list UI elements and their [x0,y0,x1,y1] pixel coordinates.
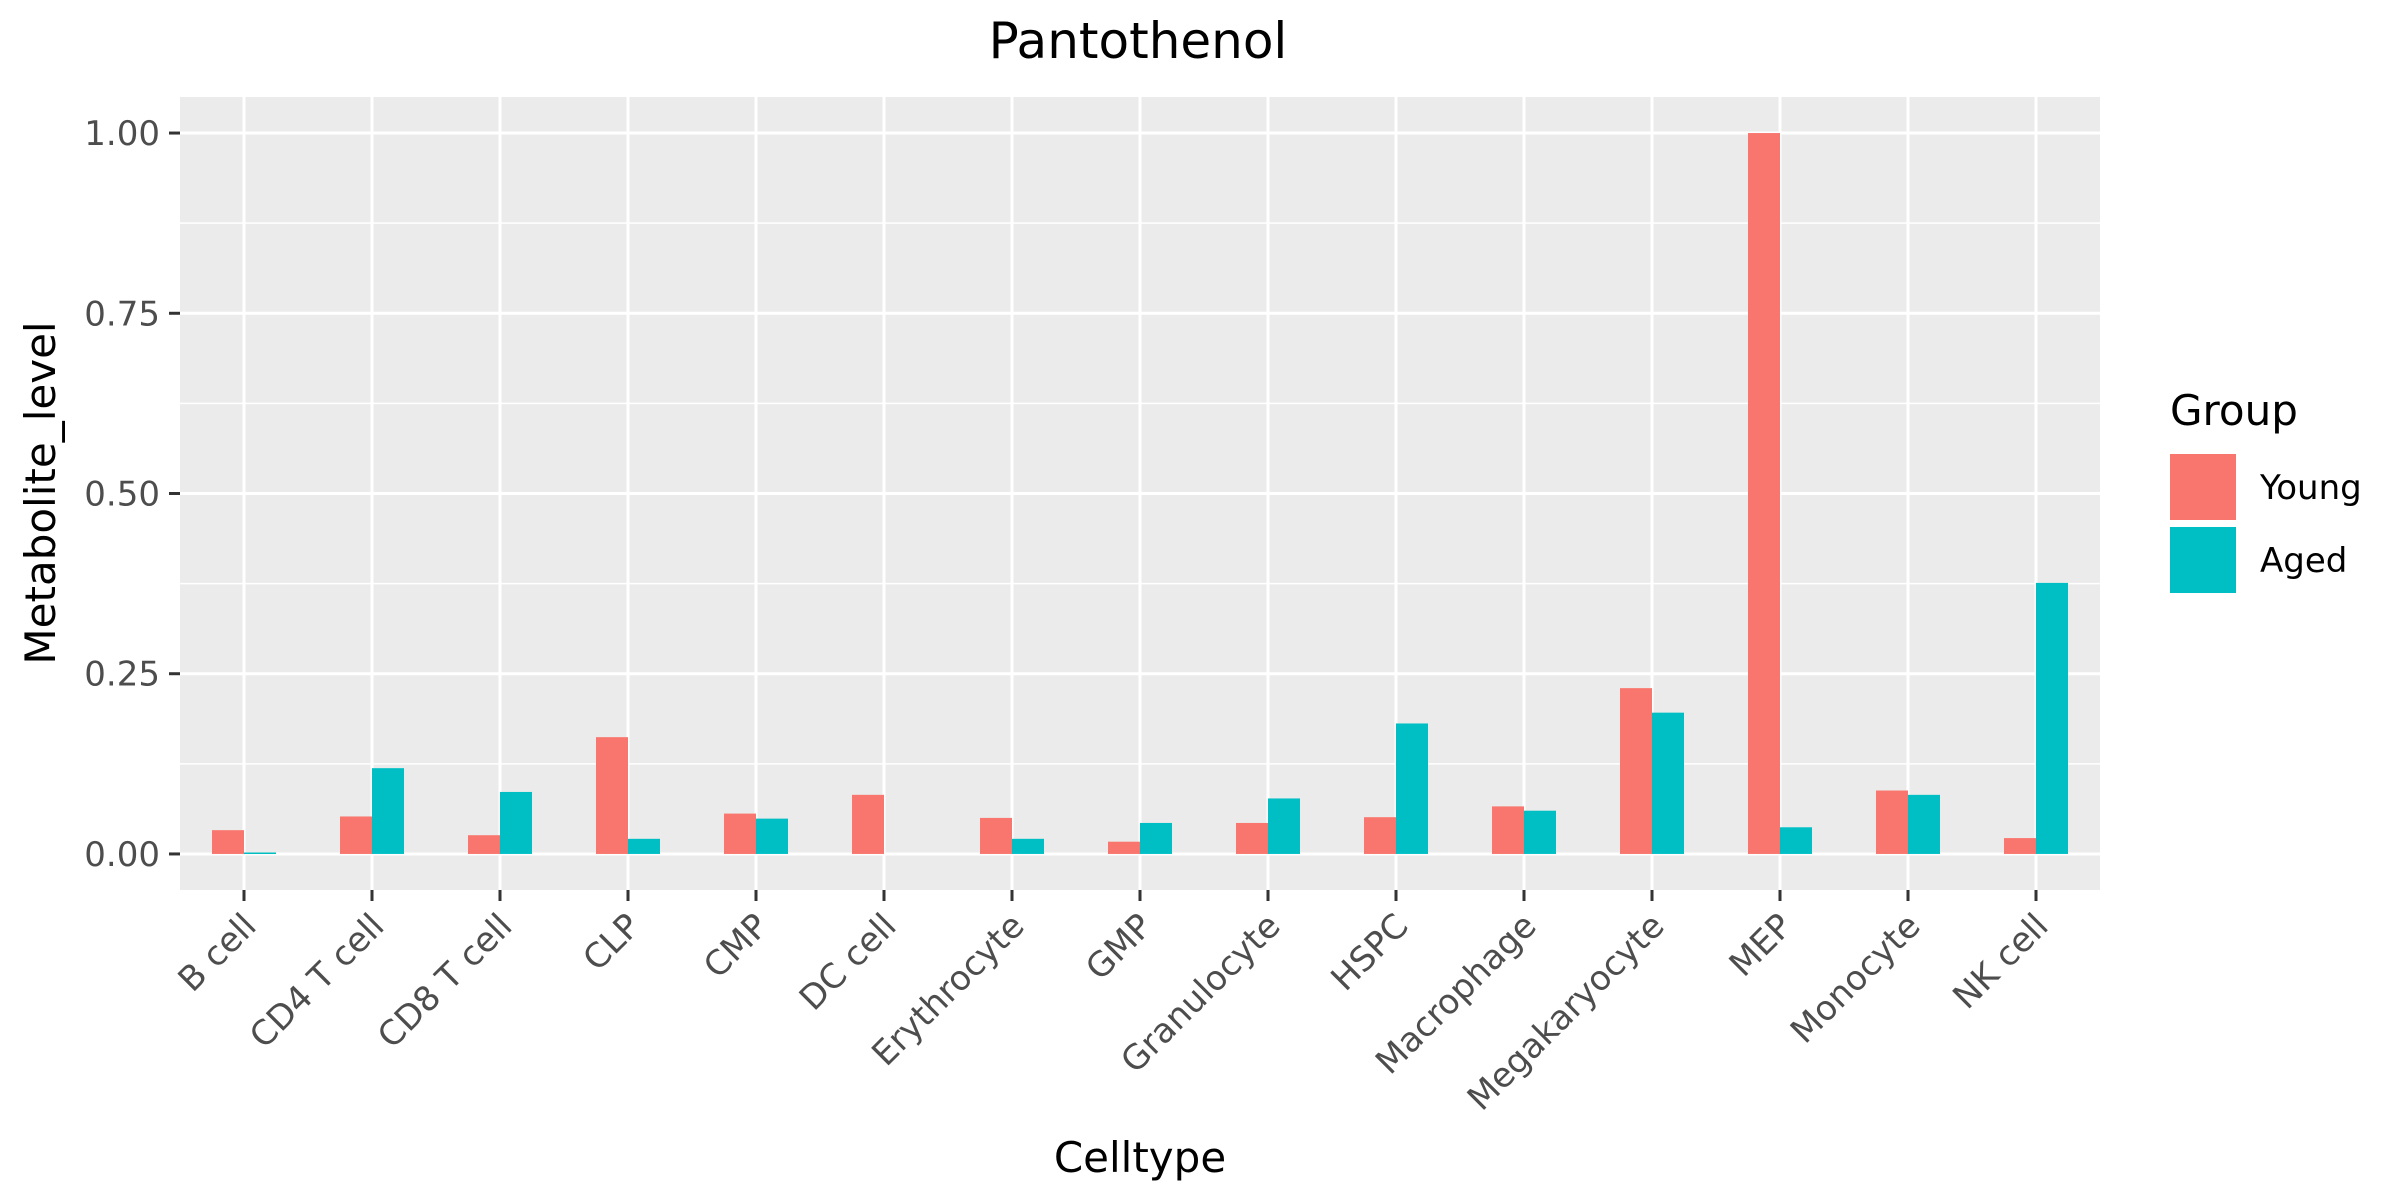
x-tick-label: CD4 T cell [242,906,392,1056]
x-tick-label: CLP [575,906,648,979]
x-tick-label: GMP [1078,906,1160,988]
bar [1908,794,1940,854]
bar [756,818,788,854]
legend-title: Group [2170,386,2298,435]
legend-label: Aged [2260,541,2347,581]
bar [1236,822,1268,854]
bar [1780,827,1812,854]
bars [212,133,2068,855]
legend: Group Young Aged [2170,386,2362,593]
y-tick-label: 0.50 [84,475,160,515]
legend-key [2170,527,2236,593]
x-axis-title: Celltype [1054,1133,1226,1182]
bar [596,737,628,854]
x-tick-label: B cell [171,906,265,1000]
x-tick-label: NK cell [1945,906,2056,1017]
bar [2036,582,2068,854]
bar [1620,688,1652,854]
legend-key [2170,454,2236,520]
legend-label: Young [2259,468,2362,508]
x-tick-label: CD8 T cell [370,906,520,1056]
y-tick-label: 1.00 [84,114,160,154]
bar [980,817,1012,854]
bar [1652,712,1684,854]
y-tick-label: 0.25 [84,655,160,695]
bar [1364,817,1396,854]
bar [468,835,500,854]
bar [1268,798,1300,854]
y-axis-title: Metabolite_level [16,321,65,664]
bar [628,838,660,854]
x-tick-label: HSPC [1323,906,1416,999]
x-tick-label: DC cell [792,906,905,1019]
x-tick-label: Monocyte [1783,906,1928,1051]
bar [724,813,756,854]
bar [1012,838,1044,854]
bar [852,794,884,854]
bar [1140,822,1172,854]
y-tick-label: 0.00 [84,835,160,875]
x-tick-label: MEP [1722,906,1801,985]
y-tick-label: 0.75 [84,294,160,334]
bar [340,816,372,854]
bar [2004,838,2036,854]
bar [1108,841,1140,854]
bar [500,791,532,854]
bar [372,768,404,854]
bar [1396,723,1428,854]
bar [212,830,244,854]
x-tick-label: CMP [696,906,776,986]
bar [1748,133,1780,854]
bar [1876,790,1908,854]
chart-title: Pantothenol [989,12,1288,70]
bar [244,852,276,855]
bar [1492,806,1524,854]
bar [1524,810,1556,854]
y-axis: 0.00 0.25 0.50 0.75 1.00 [84,114,180,875]
